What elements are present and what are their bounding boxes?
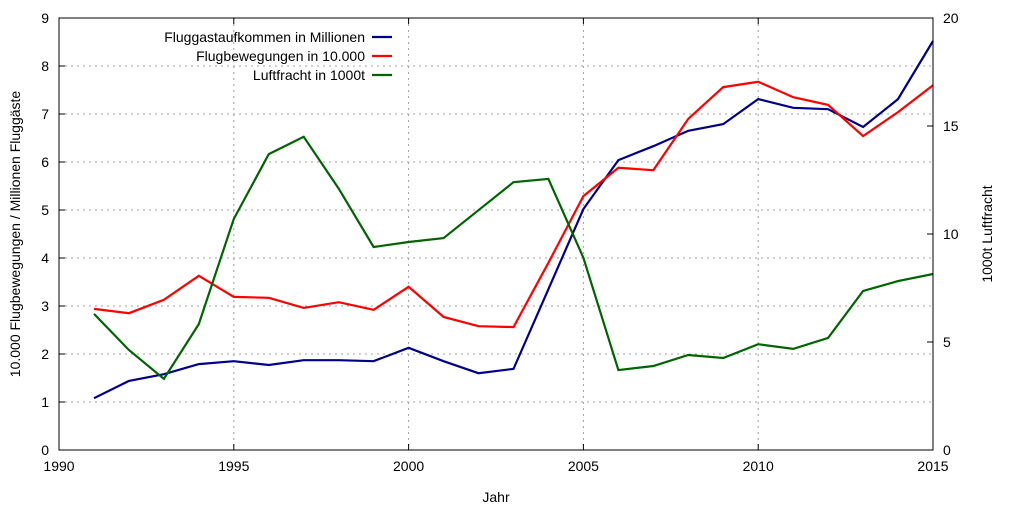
series-line-3 <box>93 135 934 381</box>
x-axis-label: Jahr <box>482 489 510 505</box>
legend-label: Luftfracht in 1000t <box>253 67 365 83</box>
legend: Fluggastaufkommen in Millionen Flugbewegu… <box>164 29 392 83</box>
y-tick-label: 3 <box>41 298 49 314</box>
series-lines <box>93 40 934 400</box>
grid <box>59 18 933 450</box>
y-tick-label: 5 <box>41 202 49 218</box>
y-tick-label: 1 <box>41 394 49 410</box>
y-axis-label: 10.000 Flugbewegungen / Millionen Fluggä… <box>7 91 23 378</box>
x-tick-label: 2015 <box>917 458 948 474</box>
x-tick-label: 2000 <box>393 458 424 474</box>
x-tick-label: 1990 <box>43 458 74 474</box>
legend-label: Fluggastaufkommen in Millionen <box>164 29 365 45</box>
y2-axis-label: 1000t Luftfracht <box>979 185 995 282</box>
series-line-2 <box>93 80 934 329</box>
y-tick-label: 2 <box>41 346 49 362</box>
y-tick-label: 6 <box>41 154 49 170</box>
y-tick-label: 9 <box>41 10 49 26</box>
series-line-1 <box>93 40 934 400</box>
x-tick-label: 2005 <box>568 458 599 474</box>
y2-tick-label: 10 <box>943 226 959 242</box>
y-tick-label: 8 <box>41 58 49 74</box>
legend-label: Flugbewegungen in 10.000 <box>196 48 365 64</box>
y2-tick-label: 5 <box>943 334 951 350</box>
y-tick-label: 0 <box>41 442 49 458</box>
y2-tick-label: 0 <box>943 442 951 458</box>
x-tick-label: 2010 <box>743 458 774 474</box>
y2-tick-label: 20 <box>943 10 959 26</box>
x-tick-label: 1995 <box>218 458 249 474</box>
ticks: 1990 1995 2000 2005 2010 20150123456789051015… <box>41 10 959 474</box>
y2-tick-label: 15 <box>943 118 959 134</box>
y-tick-label: 4 <box>41 250 49 266</box>
plot-frame <box>58 17 934 451</box>
y-tick-label: 7 <box>41 106 49 122</box>
